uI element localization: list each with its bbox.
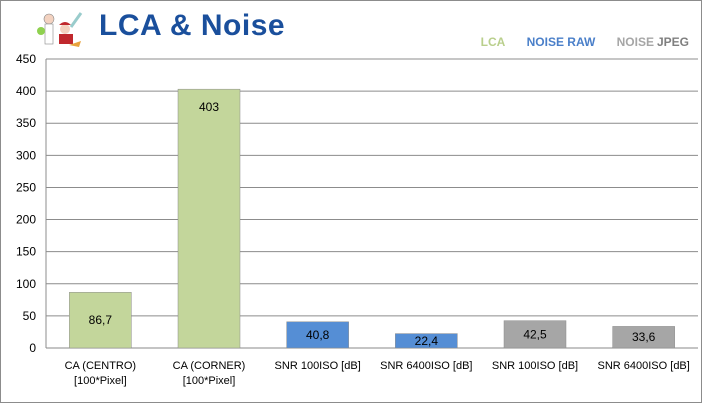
data-label: 86,7	[89, 313, 113, 327]
mascot-logo-icon	[37, 12, 83, 47]
bar	[69, 292, 132, 349]
y-tick-label: 200	[16, 213, 36, 227]
y-tick-label: 450	[16, 52, 36, 66]
y-tick-label: 400	[16, 84, 36, 98]
bar	[177, 88, 241, 349]
legend: LCA NOISE RAW NOISE JPEG	[477, 35, 689, 49]
y-tick-label: 0	[29, 341, 36, 355]
data-label: 42,5	[523, 327, 547, 341]
x-tick-label: SNR 100ISO [dB]	[275, 360, 361, 372]
data-label: 40,8	[306, 328, 330, 342]
legend-jpeg: JPEG	[656, 35, 689, 49]
legend-lca: LCA	[480, 35, 506, 49]
x-tick-label: SNR 6400ISO [dB]	[598, 360, 690, 372]
legend-noise-raw: NOISE RAW	[526, 35, 596, 49]
y-tick-label: 350	[16, 116, 36, 130]
legend-noise: NOISE	[616, 35, 654, 49]
y-tick-label: 250	[16, 180, 36, 194]
data-label: 33,6	[632, 330, 656, 344]
data-label: 22,4	[415, 334, 439, 348]
y-tick-label: 150	[16, 245, 36, 259]
bar	[612, 326, 675, 349]
x-tick-label: SNR 100ISO [dB]	[492, 360, 578, 372]
x-tick-label: [100*Pixel]	[74, 375, 127, 387]
data-label: 403	[199, 100, 219, 114]
x-tick-label: CA (CORNER)	[173, 360, 246, 372]
x-tick-label: SNR 6400ISO [dB]	[380, 360, 472, 372]
bar	[286, 321, 349, 349]
x-tick-label: [100*Pixel]	[183, 375, 236, 387]
bar	[395, 333, 458, 349]
y-tick-label: 100	[16, 277, 36, 291]
y-tick-label: 300	[16, 148, 36, 162]
bar	[503, 320, 567, 349]
x-tick-label: CA (CENTRO)	[65, 360, 137, 372]
y-tick-label: 50	[23, 309, 37, 323]
chart-title: LCA & Noise	[99, 9, 286, 42]
